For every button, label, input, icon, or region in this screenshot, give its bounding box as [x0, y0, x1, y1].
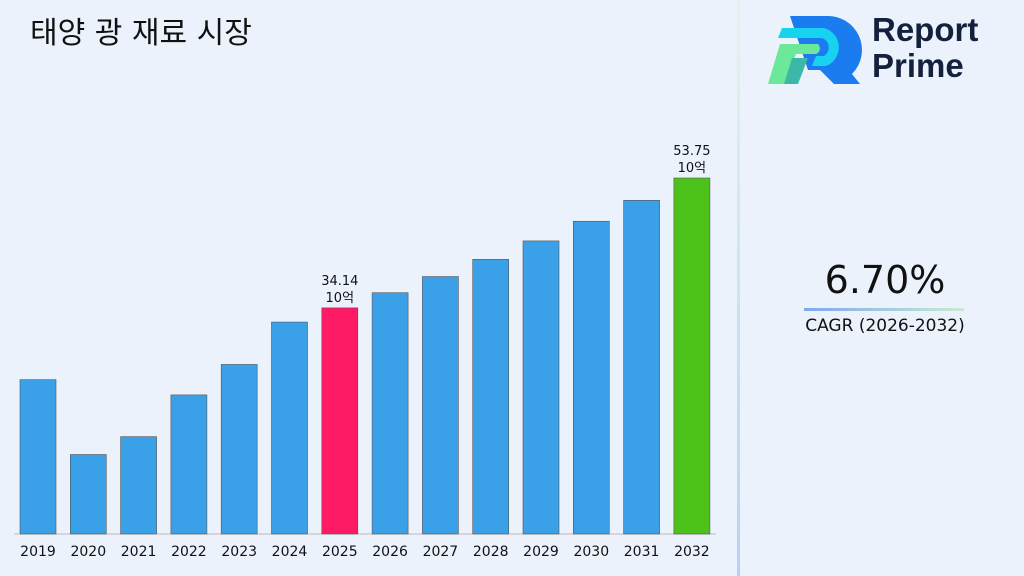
bar-2020	[70, 454, 107, 535]
x-tick-label: 2020	[70, 544, 106, 560]
logo-text-line2: Prime	[872, 47, 964, 84]
data-label-value: 53.75	[673, 144, 710, 159]
x-tick-label: 2026	[372, 544, 408, 560]
x-tick-label: 2031	[624, 544, 660, 560]
x-tick-label: 2025	[322, 544, 358, 560]
bar-chart: 2019 2020 2021 2022 2023 2024 2025 34.14 10억 2026…	[14, 144, 716, 560]
bar-2030	[572, 220, 610, 535]
x-tick-label: 2032	[674, 544, 710, 560]
bar-2019	[19, 379, 57, 535]
data-label-value: 34.14	[321, 274, 358, 289]
x-tick-label: 2022	[171, 544, 207, 560]
bar-2028	[472, 259, 510, 535]
x-tick-label: 2019	[20, 544, 56, 560]
page-title: 태양 광 재료 시장	[30, 16, 252, 51]
x-tick-label: 2021	[121, 544, 157, 560]
bar-2023	[220, 364, 258, 535]
bar-2029	[522, 240, 560, 535]
x-tick-label: 2029	[523, 544, 559, 560]
divider	[737, 0, 740, 576]
bar-2026	[371, 292, 409, 535]
bar-2025	[321, 307, 359, 535]
cagr-label: CAGR (2026-2032)	[805, 316, 965, 336]
logo-text: Report Prime	[872, 12, 978, 84]
data-label-unit: 10억	[326, 291, 355, 306]
x-tick-label: 2023	[221, 544, 257, 560]
logo-text-line1: Report	[872, 11, 979, 48]
bar-2027	[422, 276, 459, 535]
x-tick-label: 2024	[272, 544, 308, 560]
bar-2021	[120, 436, 157, 535]
bar-2031	[623, 200, 660, 535]
bar-2024	[271, 321, 308, 535]
cagr-value: 6.70%	[824, 258, 946, 302]
bar-2022	[170, 394, 208, 535]
x-tick-label: 2028	[473, 544, 509, 560]
x-tick-label: 2030	[573, 544, 609, 560]
cagr-underline	[804, 308, 964, 311]
x-tick-label: 2027	[423, 544, 459, 560]
bar-2032	[673, 177, 711, 535]
report-prime-logo	[768, 15, 862, 84]
data-label-unit: 10억	[678, 161, 707, 176]
